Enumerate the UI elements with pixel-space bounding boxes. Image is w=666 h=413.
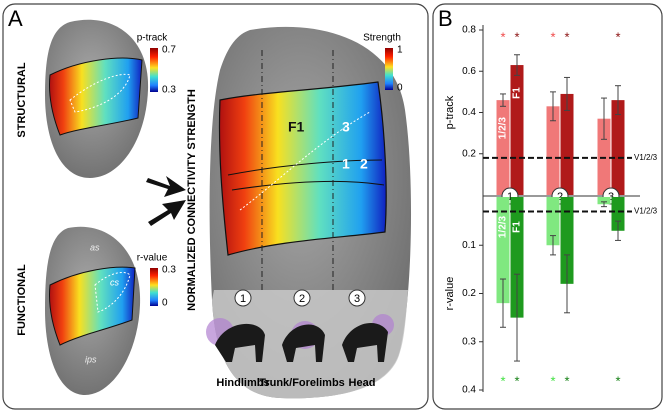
region: 2 Trunk/Forelimbs bbox=[259, 289, 345, 389]
colorbar-label: 1 bbox=[397, 45, 403, 56]
significance-marker: * bbox=[550, 373, 555, 388]
series-label: F1 bbox=[512, 87, 523, 99]
colorbar-label: 0 bbox=[162, 298, 168, 309]
row-label: STRUCTURAL bbox=[16, 62, 28, 137]
y-tick-label: 0.4 bbox=[462, 107, 476, 118]
row-label: FUNCTIONAL bbox=[16, 264, 28, 336]
arrow bbox=[148, 200, 186, 226]
y-tick-label: 0.3 bbox=[462, 336, 476, 347]
significance-marker: * bbox=[500, 373, 505, 388]
significance-marker: * bbox=[514, 29, 519, 44]
colorbar bbox=[150, 268, 158, 306]
bar bbox=[496, 100, 510, 195]
area-label: 2 bbox=[360, 156, 368, 172]
bar bbox=[546, 197, 560, 246]
panel-frame bbox=[2, 3, 429, 410]
region-label: Hindlimbs bbox=[216, 377, 269, 389]
y-axis-title: r-value bbox=[444, 277, 456, 311]
colorbar-title: Strength bbox=[363, 33, 401, 44]
colorbar-label: 0 bbox=[397, 83, 403, 94]
bar bbox=[611, 100, 625, 195]
series-label: F1 bbox=[512, 221, 523, 233]
x-tick-label: 2 bbox=[557, 191, 563, 203]
significance-marker: * bbox=[564, 373, 569, 388]
bar bbox=[510, 65, 524, 195]
colorbar bbox=[150, 48, 158, 92]
reference-label: V1/2/3 bbox=[634, 207, 658, 216]
region-label: Trunk/Forelimbs bbox=[259, 377, 345, 389]
significance-marker: * bbox=[550, 29, 555, 44]
y-tick-label: 0.2 bbox=[462, 288, 476, 299]
functional-brain bbox=[45, 226, 141, 395]
panel-label: A bbox=[8, 6, 23, 31]
colorbar-label: 0.3 bbox=[162, 265, 176, 276]
colorbar-label: 0.3 bbox=[162, 85, 176, 96]
area-label: 3 bbox=[342, 119, 350, 135]
colorbar-title: r-value bbox=[137, 253, 168, 264]
bar bbox=[546, 106, 560, 195]
region-number: 3 bbox=[354, 293, 360, 305]
region: 1 Hindlimbs bbox=[206, 289, 270, 389]
significance-marker: * bbox=[500, 29, 505, 44]
bar bbox=[560, 93, 574, 195]
bar bbox=[597, 118, 611, 195]
y-axis-title: p-track bbox=[444, 95, 456, 129]
sulcus-label: as bbox=[90, 242, 100, 252]
bar bbox=[496, 197, 510, 304]
area-label: F1 bbox=[288, 119, 305, 135]
region-label: Head bbox=[349, 377, 376, 389]
significance-marker: * bbox=[564, 29, 569, 44]
x-tick-label: 1 bbox=[507, 191, 513, 203]
arrow bbox=[146, 176, 186, 197]
axis-title: NORMALIZED CONNECTIVITY STRENGTH bbox=[186, 89, 198, 311]
area-label: 1 bbox=[342, 156, 350, 172]
colorbar bbox=[385, 48, 393, 90]
bar bbox=[510, 197, 524, 318]
colorbar-label: 0.7 bbox=[162, 45, 176, 56]
y-tick-label: 0.6 bbox=[462, 66, 476, 77]
bar bbox=[560, 197, 574, 284]
region-number: 1 bbox=[240, 293, 246, 305]
significance-marker: * bbox=[615, 373, 620, 388]
y-tick-label: 0.8 bbox=[462, 25, 476, 36]
sulcus-label: ips bbox=[85, 354, 97, 364]
y-tick-label: 0.1 bbox=[462, 240, 476, 251]
significance-marker: * bbox=[514, 373, 519, 388]
panel-label: B bbox=[438, 6, 453, 31]
region-number: 2 bbox=[299, 293, 305, 305]
series-label: 1/2/3 bbox=[498, 117, 509, 140]
region: 3 Head bbox=[342, 289, 394, 389]
bar bbox=[611, 197, 625, 231]
panel-frame bbox=[432, 3, 663, 410]
series-label: 1/2/3 bbox=[498, 215, 509, 238]
sulcus-label: cs bbox=[110, 277, 120, 287]
structural-brain bbox=[45, 19, 149, 178]
significance-marker: * bbox=[615, 29, 620, 44]
y-tick-label: 0.4 bbox=[462, 385, 476, 396]
reference-label: V1/2/3 bbox=[634, 153, 658, 162]
colorbar-title: p-track bbox=[137, 33, 169, 44]
y-tick-label: 0.2 bbox=[462, 148, 476, 159]
x-tick-label: 3 bbox=[608, 191, 614, 203]
bar bbox=[597, 197, 611, 205]
